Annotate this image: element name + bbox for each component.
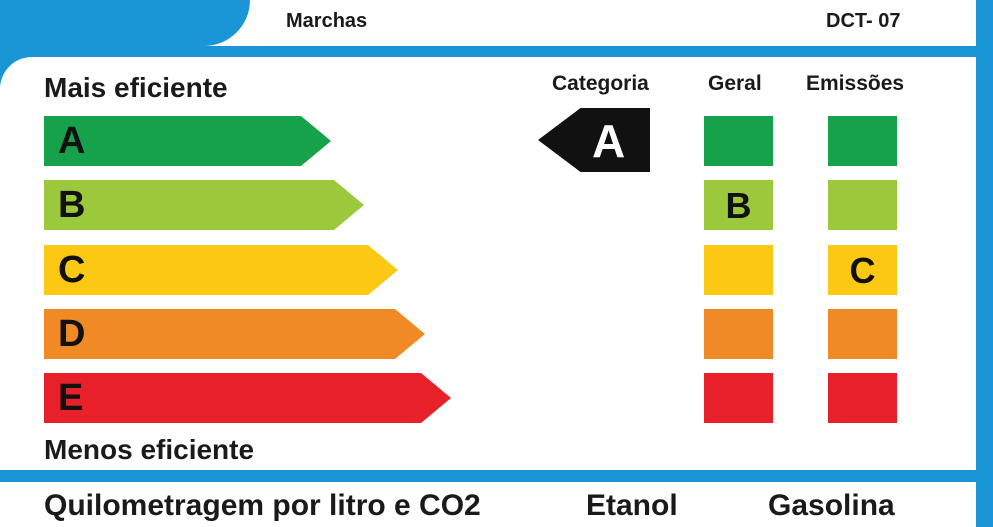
geral-square-b: B (704, 180, 773, 230)
efficiency-bar-b: B (44, 180, 364, 230)
gasolina-label: Gasolina (768, 489, 895, 522)
emissoes-value: C (849, 250, 876, 291)
geral-square-d (704, 309, 773, 359)
bar-letter: B (58, 184, 86, 226)
bar-letter: D (58, 313, 86, 355)
efficiency-bar-a: A (44, 116, 331, 166)
bar-letter: E (58, 377, 84, 419)
bar-letter: A (58, 120, 86, 162)
emissoes-square-d (828, 309, 897, 359)
geral-square-e (704, 373, 773, 423)
emissoes-header: Emissões (806, 72, 905, 95)
efficiency-bar-d: D (44, 309, 425, 359)
footer-panel (0, 482, 976, 527)
footer-label: Quilometragem por litro e CO2 (44, 489, 481, 522)
header-corner-decoration (0, 0, 250, 46)
emissoes-square-e (828, 373, 897, 423)
emissoes-square-b (828, 180, 897, 230)
most-efficient-label: Mais eficiente (44, 72, 228, 103)
geral-square-c (704, 245, 773, 295)
geral-square-a (704, 116, 773, 166)
least-efficient-label: Menos eficiente (44, 434, 255, 465)
efficiency-bar-c: C (44, 245, 398, 295)
bar-letter: C (58, 249, 86, 291)
emissoes-square-c: C (828, 245, 897, 295)
geral-value: B (725, 185, 752, 226)
category-value: A (592, 115, 626, 167)
marchas-label: Marchas (286, 10, 368, 32)
efficiency-bar-e: E (44, 373, 451, 423)
model-code: DCT- 07 (826, 10, 901, 32)
etanol-label: Etanol (586, 489, 678, 522)
emissoes-square-a (828, 116, 897, 166)
geral-header: Geral (708, 72, 762, 95)
categoria-header: Categoria (552, 72, 649, 95)
